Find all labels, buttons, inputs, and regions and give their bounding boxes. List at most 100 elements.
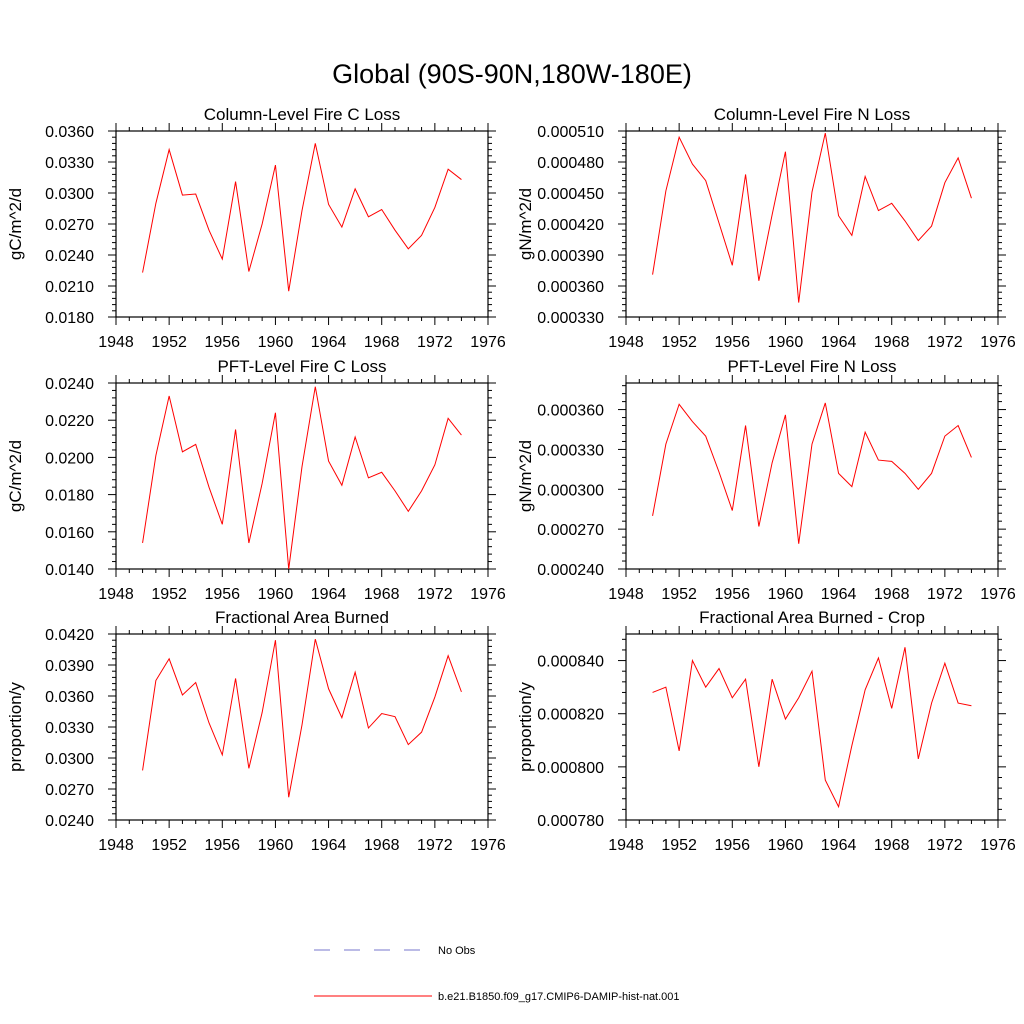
x-tick-label: 1952 — [151, 586, 187, 603]
y-tick-label: 0.000330 — [537, 310, 604, 327]
series-line — [142, 143, 462, 292]
x-tick-label: 1972 — [927, 586, 963, 603]
x-tick-label: 1972 — [927, 334, 963, 351]
y-tick-label: 0.0210 — [45, 279, 94, 296]
y-tick-label: 0.000840 — [537, 654, 604, 671]
x-tick-label: 1968 — [874, 586, 910, 603]
x-tick-label: 1960 — [258, 837, 294, 854]
plot-frame — [625, 130, 999, 318]
y-tick-label: 0.0240 — [45, 248, 94, 265]
y-tick-label: 0.0300 — [45, 751, 94, 768]
x-tick-label: 1964 — [821, 586, 857, 603]
panel-title: Column-Level Fire C Loss — [204, 105, 401, 124]
x-tick-label: 1976 — [470, 586, 506, 603]
y-tick-label: 0.000800 — [537, 760, 604, 777]
y-tick-label: 0.0270 — [45, 782, 94, 799]
x-tick-label: 1948 — [608, 586, 644, 603]
x-tick-label: 1968 — [364, 334, 400, 351]
x-tick-label: 1956 — [714, 837, 750, 854]
y-axis-label: gN/m^2/d — [516, 188, 535, 260]
x-tick-label: 1956 — [204, 586, 240, 603]
y-tick-label: 0.000360 — [537, 403, 604, 420]
x-tick-label: 1956 — [714, 586, 750, 603]
series-line — [142, 386, 462, 570]
panel-title: Fractional Area Burned — [215, 608, 389, 627]
y-axis-label: proportion/y — [6, 682, 25, 772]
series-line — [652, 402, 972, 544]
y-tick-label: 0.0390 — [45, 658, 94, 675]
y-tick-label: 0.000330 — [537, 442, 604, 459]
panel-3: 1948 1952 1956 1960 1964 1968 1972 1976 0.0140 0.… — [6, 357, 506, 603]
y-tick-label: 0.000480 — [537, 155, 604, 172]
y-tick-label: 0.000390 — [537, 248, 604, 265]
panel-4: 1948 1952 1956 1960 1964 1968 1972 1976 0.000240… — [516, 357, 1016, 603]
x-tick-label: 1972 — [417, 586, 453, 603]
x-tick-label: 1952 — [151, 837, 187, 854]
y-tick-label: 0.0240 — [45, 813, 94, 830]
x-tick-label: 1956 — [204, 837, 240, 854]
panel-title: PFT-Level Fire N Loss — [727, 357, 896, 376]
series-line — [652, 132, 972, 303]
x-tick-label: 1952 — [661, 837, 697, 854]
x-tick-label: 1956 — [714, 334, 750, 351]
x-tick-label: 1968 — [874, 837, 910, 854]
panel-title: PFT-Level Fire C Loss — [217, 357, 386, 376]
x-tick-label: 1952 — [151, 334, 187, 351]
y-tick-label: 0.000450 — [537, 186, 604, 203]
panel-6: 1948 1952 1956 1960 1964 1968 1972 1976 0.000780… — [516, 608, 1016, 854]
panel-title: Column-Level Fire N Loss — [714, 105, 911, 124]
x-tick-label: 1960 — [768, 837, 804, 854]
panel-1: 1948 1952 1956 1960 1964 1968 1972 1976 0.0180 0.… — [6, 105, 506, 351]
panel-5: 1948 1952 1956 1960 1964 1968 1972 1976 0.0240 0.… — [6, 608, 506, 854]
y-tick-label: 0.0330 — [45, 720, 94, 737]
x-tick-label: 1956 — [204, 334, 240, 351]
x-tick-label: 1948 — [98, 586, 134, 603]
y-tick-label: 0.0220 — [45, 413, 94, 430]
legend: No Obs b.e21.B1850.f09_g17.CMIP6-DAMIP-h… — [314, 945, 680, 1003]
y-tick-label: 0.000510 — [537, 124, 604, 141]
y-tick-label: 0.0360 — [45, 124, 94, 141]
y-axis-label: gN/m^2/d — [516, 440, 535, 512]
x-tick-label: 1968 — [364, 837, 400, 854]
x-tick-label: 1948 — [608, 837, 644, 854]
x-tick-label: 1952 — [661, 586, 697, 603]
x-tick-label: 1964 — [311, 586, 347, 603]
figure-title: Global (90S-90N,180W-180E) — [332, 59, 692, 89]
x-tick-label: 1948 — [608, 334, 644, 351]
x-tick-label: 1960 — [768, 334, 804, 351]
x-tick-label: 1976 — [980, 334, 1016, 351]
plot-frame — [115, 382, 489, 570]
y-tick-label: 0.0420 — [45, 627, 94, 644]
y-axis-label: gC/m^2/d — [6, 188, 25, 260]
plot-frame — [625, 633, 999, 821]
x-tick-label: 1948 — [98, 837, 134, 854]
x-tick-label: 1964 — [311, 334, 347, 351]
x-tick-label: 1968 — [364, 586, 400, 603]
y-tick-label: 0.0330 — [45, 155, 94, 172]
x-tick-label: 1960 — [768, 586, 804, 603]
y-tick-label: 0.000360 — [537, 279, 604, 296]
x-tick-label: 1960 — [258, 334, 294, 351]
x-tick-label: 1960 — [258, 586, 294, 603]
x-tick-label: 1964 — [821, 837, 857, 854]
x-tick-label: 1972 — [417, 837, 453, 854]
x-tick-label: 1976 — [470, 837, 506, 854]
y-axis-label: gC/m^2/d — [6, 440, 25, 512]
plot-frame — [625, 382, 999, 570]
x-tick-label: 1972 — [927, 837, 963, 854]
legend-label-model-run: b.e21.B1850.f09_g17.CMIP6-DAMIP-hist-nat… — [438, 991, 680, 1003]
x-tick-label: 1976 — [980, 586, 1016, 603]
x-tick-label: 1976 — [470, 334, 506, 351]
y-tick-label: 0.0140 — [45, 562, 94, 579]
panels: 1948 1952 1956 1960 1964 1968 1972 1976 0.0180 0.… — [6, 105, 1016, 854]
panel-2: 1948 1952 1956 1960 1964 1968 1972 1976 0.000330… — [516, 105, 1016, 351]
y-tick-label: 0.000780 — [537, 813, 604, 830]
x-tick-label: 1972 — [417, 334, 453, 351]
y-tick-label: 0.0200 — [45, 450, 94, 467]
x-tick-label: 1964 — [821, 334, 857, 351]
y-tick-label: 0.0270 — [45, 217, 94, 234]
y-tick-label: 0.0240 — [45, 376, 94, 393]
y-tick-label: 0.0180 — [45, 310, 94, 327]
legend-label-no-obs: No Obs — [438, 945, 476, 957]
